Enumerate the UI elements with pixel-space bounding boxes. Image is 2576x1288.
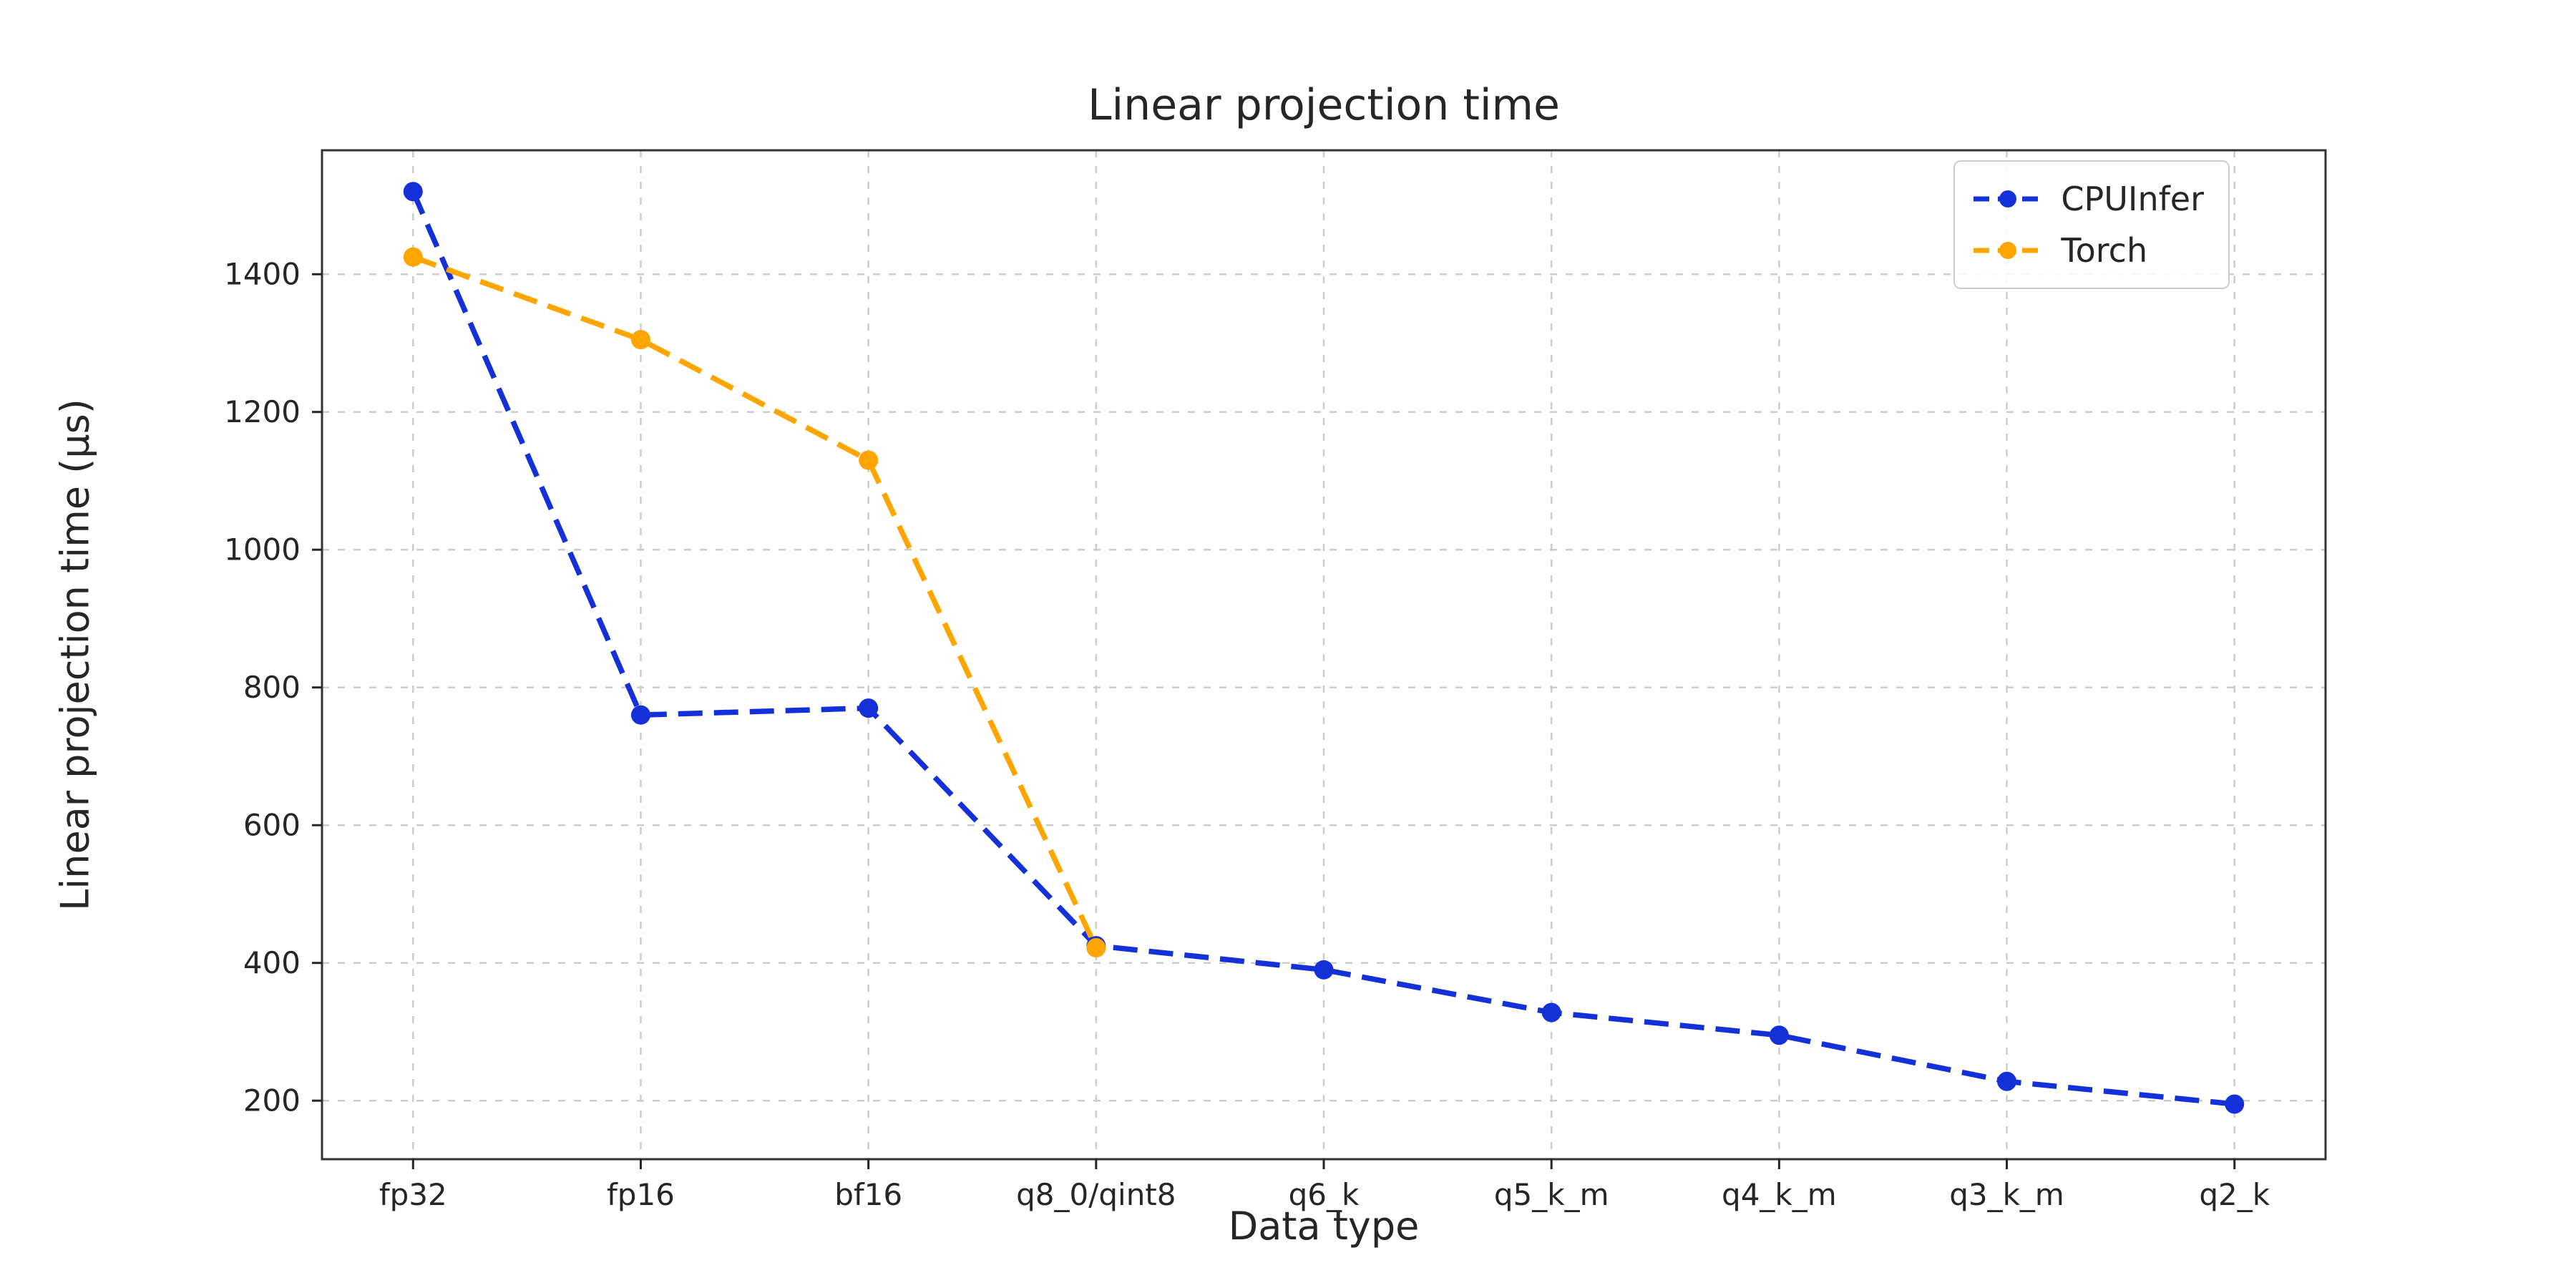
x-tick-label: q2_k xyxy=(2199,1177,2270,1212)
y-tick-label: 600 xyxy=(243,807,301,842)
x-tick-label: q4_k_m xyxy=(1722,1177,1837,1212)
x-tick-label: q5_k_m xyxy=(1494,1177,1609,1212)
y-axis-label: Linear projection time (µs) xyxy=(52,399,98,911)
legend-label: Torch xyxy=(2061,231,2148,270)
x-tick-label: fp32 xyxy=(379,1177,447,1212)
y-tick-label: 1000 xyxy=(224,532,301,567)
y-tick-label: 400 xyxy=(243,945,301,980)
y-tick-label: 1400 xyxy=(224,257,301,292)
x-tick-label: q3_k_m xyxy=(1949,1177,2064,1212)
legend-item: Torch xyxy=(1974,225,2204,276)
x-tick-label: fp16 xyxy=(607,1177,675,1212)
chart-title: Linear projection time xyxy=(1088,80,1560,130)
legend-item: CPUInfer xyxy=(1974,173,2204,225)
y-tick-label: 800 xyxy=(243,670,301,705)
legend: CPUInfer Torch xyxy=(1953,160,2230,289)
x-axis-label: Data type xyxy=(1228,1204,1420,1249)
plot-area: 200 400 600 800 1000 1200 1400 fp32 fp16 bf16 q8_0… xyxy=(224,149,2327,1212)
x-tick-label: bf16 xyxy=(834,1177,902,1212)
y-tick-label: 200 xyxy=(243,1083,301,1118)
legend-line-marker-icon xyxy=(1974,242,2043,259)
x-tick-label: q6_k xyxy=(1289,1177,1360,1212)
legend-label: CPUInfer xyxy=(2061,180,2204,218)
legend-line-marker-icon xyxy=(1974,190,2043,208)
line-chart-canvas: 200 400 600 800 1000 1200 1400 fp32 fp16 bf16 q8_0… xyxy=(224,149,2327,1212)
x-tick-label: q8_0/qint8 xyxy=(1016,1177,1176,1212)
y-tick-label: 1200 xyxy=(224,394,301,429)
